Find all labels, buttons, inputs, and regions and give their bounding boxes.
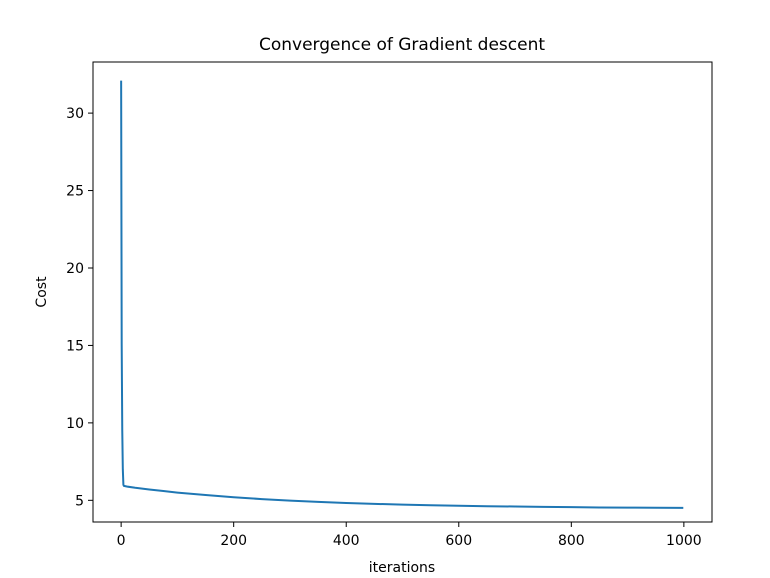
x-tick-label: 800: [558, 533, 585, 549]
y-tick-label: 20: [66, 261, 84, 277]
y-axis-label: Cost: [34, 276, 50, 308]
chart-title: Convergence of Gradient descent: [259, 35, 545, 55]
x-axis-label: iterations: [369, 560, 435, 576]
y-tick-label: 15: [66, 338, 84, 354]
y-tick-label: 30: [66, 106, 84, 122]
x-tick-label: 600: [445, 533, 472, 549]
x-tick-label: 0: [117, 533, 126, 549]
y-tick-label: 25: [66, 184, 84, 200]
y-tick-label: 5: [75, 493, 84, 509]
x-tick-label: 400: [333, 533, 360, 549]
axis-ticks: 0 200 400 600 800 1000 5 10 15 20 25 30: [66, 106, 702, 549]
plot-area: [120, 80, 684, 509]
x-tick-label: 1000: [666, 533, 702, 549]
series-line-0: [120, 80, 684, 509]
y-tick-label: 10: [66, 416, 84, 432]
axes-frame: [92, 61, 713, 523]
x-tick-label: 200: [220, 533, 247, 549]
